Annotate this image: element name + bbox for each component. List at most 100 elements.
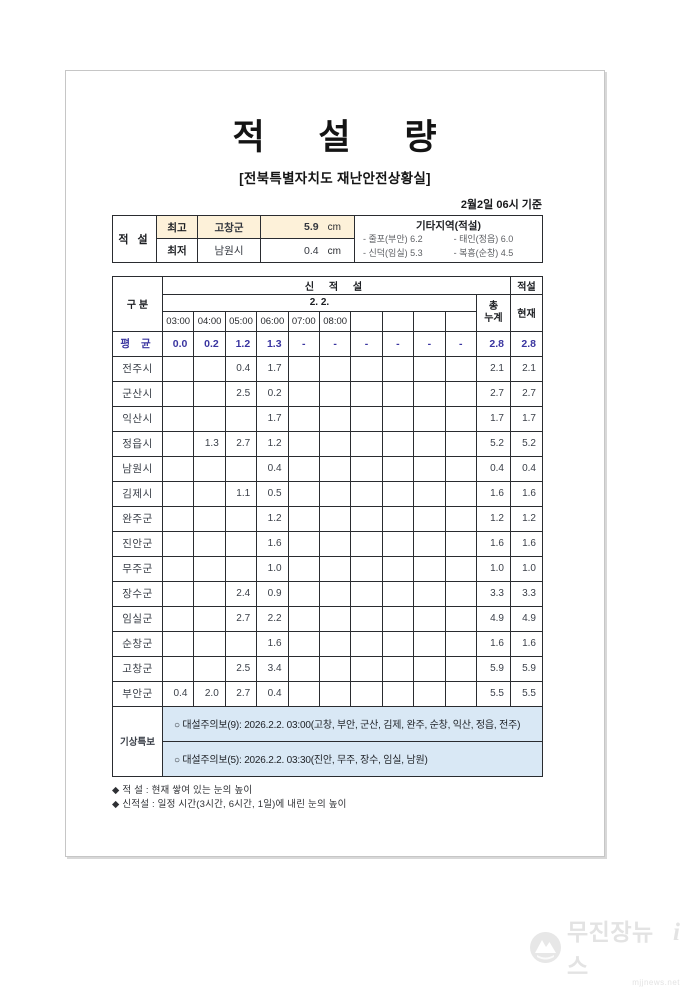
hourly-value — [350, 555, 383, 582]
min-label: 최저 — [156, 238, 198, 263]
date-header: 2. 2. — [162, 293, 477, 312]
watermark-mountain-logo-icon — [529, 931, 562, 969]
time-header: 03:00 — [161, 310, 195, 332]
hourly-value — [381, 505, 415, 532]
hourly-value — [193, 655, 226, 682]
total-value: 5.5 — [475, 680, 511, 707]
advisory-section: 기상특보 ○ 대설주의보(9): 2026.2.2. 03:00(고창, 부안,… — [112, 705, 543, 777]
region-name: 익산시 — [112, 405, 163, 432]
hourly-value — [193, 405, 226, 432]
hourly-value — [193, 605, 226, 632]
current-value: 1.7 — [509, 405, 543, 432]
hourly-value — [413, 630, 446, 657]
hourly-value — [224, 505, 258, 532]
total-value: 1.6 — [475, 630, 511, 657]
min-value: 0.4 — [304, 244, 319, 257]
total-value: 1.6 — [475, 530, 511, 557]
max-value: 5.9 — [304, 221, 319, 234]
advisory-label: 기상특보 — [112, 705, 163, 777]
hourly-value — [413, 505, 446, 532]
hourly-value — [287, 455, 320, 482]
total-value: 0.4 — [475, 455, 511, 482]
region-name: 무주군 — [112, 555, 163, 582]
total-value: 1.6 — [475, 480, 511, 507]
hourly-value: 0.0 — [161, 330, 195, 357]
hourly-value — [161, 655, 195, 682]
hourly-value: - — [413, 330, 446, 357]
hourly-value: 2.7 — [224, 605, 258, 632]
time-header: 07:00 — [287, 310, 320, 332]
hourly-value — [381, 405, 415, 432]
total-value: 4.9 — [475, 605, 511, 632]
hourly-value — [161, 530, 195, 557]
hourly-value: 1.0 — [256, 555, 289, 582]
hourly-value — [413, 455, 446, 482]
summary-table: 적 설 최고 고창군 5.9 cm 기타지역(적설) - 줄포(부안) 6.2 -… — [112, 214, 543, 263]
hourly-value — [318, 505, 352, 532]
hourly-value — [350, 580, 383, 607]
other-regions-list: - 줄포(부안) 6.2 - 태인(정읍) 6.0 - 신덕(임실) 5.3 -… — [363, 233, 534, 261]
other-region-item: - 신덕(임실) 5.3 — [363, 247, 423, 258]
hourly-value: - — [287, 330, 320, 357]
hourly-value — [287, 430, 320, 457]
hourly-value — [350, 480, 383, 507]
hourly-value — [381, 430, 415, 457]
hourly-value — [287, 630, 320, 657]
hourly-value — [193, 630, 226, 657]
hourly-value: 1.2 — [224, 330, 258, 357]
hourly-value — [287, 680, 320, 707]
hourly-value — [193, 480, 226, 507]
advisory-row: ○ 대설주의보(5): 2026.2.2. 03:30(진안, 무주, 장수, … — [113, 740, 543, 777]
footnote-snow-depth: ◆ 적 설 : 현재 쌓여 있는 눈의 높이 — [112, 784, 253, 796]
hourly-value — [193, 380, 226, 407]
hourly-value: 1.6 — [256, 630, 289, 657]
header-row-2: 2. 2. 총 누계 현재 — [113, 293, 543, 332]
hourly-value — [413, 355, 446, 382]
snowfall-table-header: 구 분 신 적 설 적설 2. 2. 총 누계 현재 03:00 04:00 0… — [112, 275, 543, 332]
hourly-value: 0.2 — [256, 380, 289, 407]
current-value: 1.6 — [509, 530, 543, 557]
hourly-value — [444, 430, 477, 457]
hourly-value — [413, 380, 446, 407]
hourly-value — [413, 555, 446, 582]
hourly-value — [381, 605, 415, 632]
hourly-value — [287, 530, 320, 557]
total-value: 1.2 — [475, 505, 511, 532]
hourly-value — [350, 380, 383, 407]
time-header: 05:00 — [224, 310, 258, 332]
hourly-value — [413, 680, 446, 707]
max-region: 고창군 — [197, 214, 261, 240]
time-header — [381, 310, 415, 332]
time-header: 08:00 — [318, 310, 352, 332]
region-name: 평 균 — [112, 330, 163, 357]
hourly-value — [224, 555, 258, 582]
current-depth-header: 현재 — [509, 293, 543, 332]
snow-depth-header: 적설 — [509, 275, 543, 295]
hourly-value: 0.9 — [256, 580, 289, 607]
hourly-value — [224, 405, 258, 432]
hourly-value — [381, 680, 415, 707]
col-group-header: 구 분 — [112, 275, 163, 332]
hourly-value — [318, 480, 352, 507]
region-row: 무주군 1.0 1.0 1.0 — [112, 555, 543, 582]
hourly-value: 1.2 — [256, 430, 289, 457]
hourly-value — [161, 505, 195, 532]
hourly-value — [224, 455, 258, 482]
hourly-value — [381, 355, 415, 382]
hourly-value — [161, 355, 195, 382]
hourly-value: 1.1 — [224, 480, 258, 507]
hourly-value — [161, 480, 195, 507]
hourly-value: 2.0 — [193, 680, 226, 707]
advisory-notice: ○ 대설주의보(9): 2026.2.2. 03:00(고창, 부안, 군산, … — [162, 705, 543, 742]
hourly-value — [381, 480, 415, 507]
hourly-value — [318, 655, 352, 682]
hourly-value — [161, 430, 195, 457]
cumulative-total-header-bottom: 누계 — [484, 312, 503, 324]
hourly-value: 2.5 — [224, 655, 258, 682]
hourly-value — [193, 505, 226, 532]
hourly-value — [193, 455, 226, 482]
region-name: 임실군 — [112, 605, 163, 632]
new-snow-header: 신 적 설 — [162, 275, 511, 295]
summary-min-row: 최저 남원시 0.4 cm — [113, 238, 543, 263]
hourly-value — [287, 605, 320, 632]
